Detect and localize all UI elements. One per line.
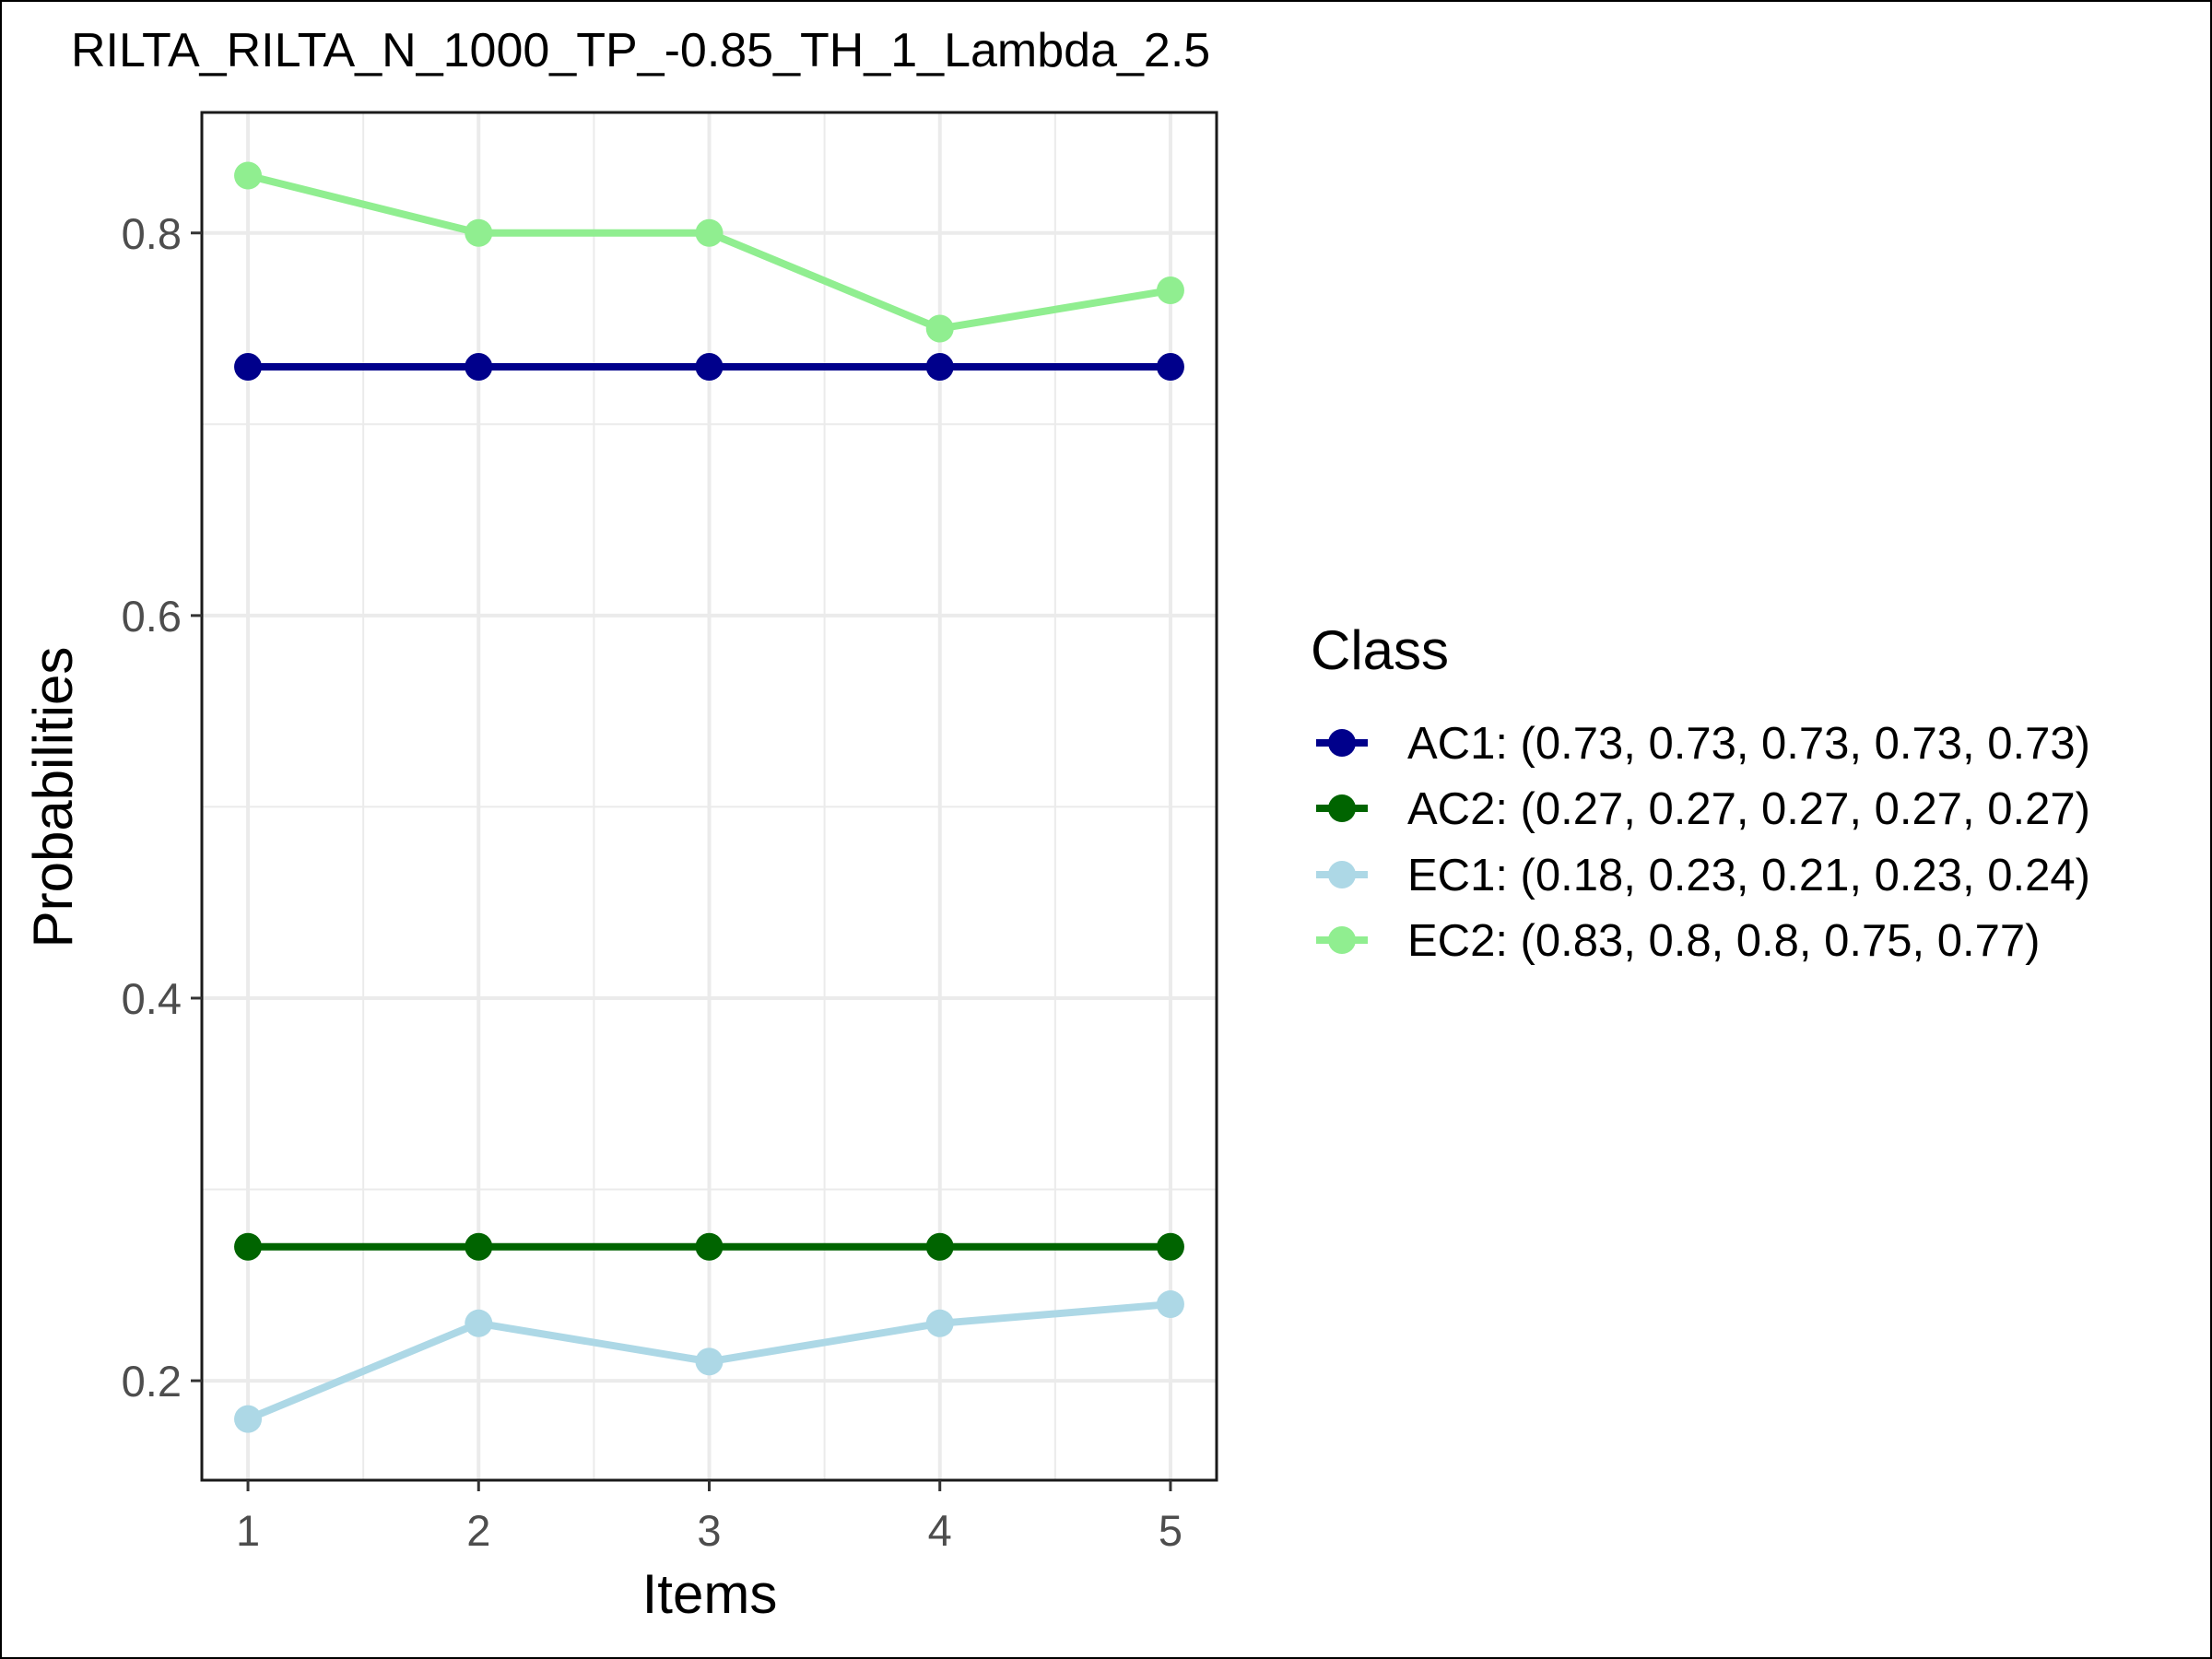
legend-label: EC1: (0.18, 0.23, 0.21, 0.23, 0.24) — [1407, 851, 2090, 900]
x-axis-label: Items — [642, 1563, 778, 1625]
data-point — [465, 353, 493, 382]
chart-title: RILTA_RILTA_N_1000_TP_-0.85_TH_1_Lambda_… — [71, 24, 1210, 77]
y-tick-label: 0.8 — [122, 209, 182, 258]
data-point — [925, 1232, 954, 1261]
x-tick-label: 3 — [697, 1506, 721, 1555]
data-point — [234, 1405, 263, 1433]
x-tick-label: 5 — [1159, 1506, 1182, 1555]
legend-label: EC2: (0.83, 0.8, 0.8, 0.75, 0.77) — [1407, 916, 2040, 966]
legend-key-point — [1328, 729, 1356, 757]
data-point — [695, 218, 724, 247]
y-tick-label: 0.2 — [122, 1357, 182, 1406]
x-axis-ticks: 1 2 3 4 5 — [236, 1480, 1182, 1555]
legend-title: Class — [1311, 619, 1449, 681]
legend-item-ec2: EC2: (0.83, 0.8, 0.8, 0.75, 0.77) — [1316, 916, 2040, 966]
data-point — [925, 1309, 954, 1337]
data-point — [1156, 353, 1184, 382]
data-point — [234, 353, 263, 382]
data-point — [234, 1232, 263, 1261]
data-point — [1156, 1290, 1184, 1319]
data-point — [1156, 1232, 1184, 1261]
data-point — [465, 1232, 493, 1261]
data-point — [465, 218, 493, 247]
x-tick-label: 1 — [236, 1506, 260, 1555]
major-gridlines — [202, 112, 1217, 1480]
series-ac1 — [234, 353, 1184, 382]
x-tick-label: 2 — [466, 1506, 490, 1555]
y-axis-label: Probabilities — [22, 647, 84, 948]
series-ec1 — [234, 1290, 1184, 1433]
legend-item-ac2: AC2: (0.27, 0.27, 0.27, 0.27, 0.27) — [1316, 784, 2090, 834]
data-point — [925, 353, 954, 382]
data-point — [695, 1347, 724, 1376]
data-point — [234, 161, 263, 190]
y-tick-label: 0.6 — [122, 592, 182, 641]
series-ec2 — [234, 161, 1184, 343]
data-point — [925, 314, 954, 343]
series-layer — [234, 161, 1184, 1433]
data-point — [1156, 276, 1184, 305]
data-point — [695, 353, 724, 382]
series-ac2 — [234, 1232, 1184, 1261]
y-axis-ticks: 0.2 0.4 0.6 0.8 — [122, 209, 202, 1406]
legend-item-ac1: AC1: (0.73, 0.73, 0.73, 0.73, 0.73) — [1316, 719, 2090, 769]
legend-key-point — [1328, 926, 1356, 954]
legend-label: AC2: (0.27, 0.27, 0.27, 0.27, 0.27) — [1407, 784, 2090, 834]
legend-key-point — [1328, 861, 1356, 888]
legend-item-ec1: EC1: (0.18, 0.23, 0.21, 0.23, 0.24) — [1316, 851, 2090, 900]
y-tick-label: 0.4 — [122, 974, 182, 1023]
legend-label: AC1: (0.73, 0.73, 0.73, 0.73, 0.73) — [1407, 719, 2090, 769]
data-point — [695, 1232, 724, 1261]
legend: AC1: (0.73, 0.73, 0.73, 0.73, 0.73) AC2: … — [1316, 719, 2090, 966]
data-point — [465, 1309, 493, 1337]
x-tick-label: 4 — [928, 1506, 952, 1555]
legend-key-point — [1328, 794, 1356, 822]
